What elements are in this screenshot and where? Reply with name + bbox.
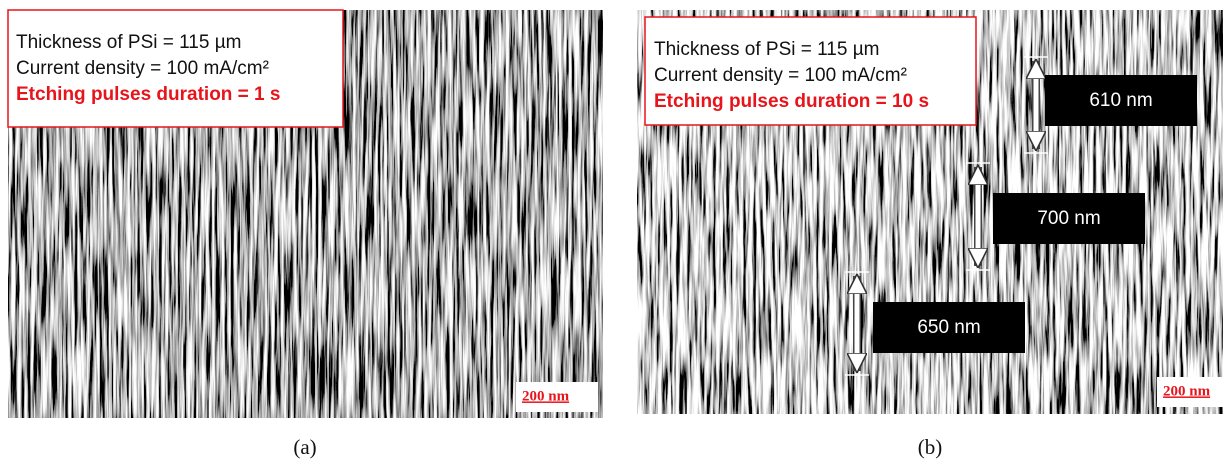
- highlight-line: Etching pulses duration = 10 s: [654, 91, 929, 112]
- info-box: [644, 16, 977, 126]
- info-line: Thickness of PSi = 115 µm: [16, 32, 242, 53]
- scale-bar-box: [516, 382, 598, 412]
- info-line: Current density = 100 mA/cm²: [654, 65, 907, 86]
- info-line: Thickness of PSi = 115 µm: [654, 39, 880, 60]
- scale-bar-label: 200 nm: [1163, 383, 1211, 399]
- caption: (b): [918, 435, 943, 459]
- info-box: [7, 9, 344, 128]
- measurement-label: 650 nm: [917, 317, 980, 338]
- measurement-box: [873, 302, 1025, 353]
- measurement-label: 610 nm: [1089, 90, 1152, 111]
- info-line: Current density = 100 mA/cm²: [16, 58, 269, 79]
- measurement-box: [1045, 75, 1197, 126]
- highlight-line: Etching pulses duration = 1 s: [16, 84, 280, 105]
- caption: (a): [293, 435, 316, 459]
- scale-bar-label: 200 nm: [522, 388, 570, 404]
- measurement-label: 700 nm: [1037, 208, 1100, 229]
- scale-bar-box: [1157, 377, 1228, 407]
- measurement-box: [993, 193, 1145, 244]
